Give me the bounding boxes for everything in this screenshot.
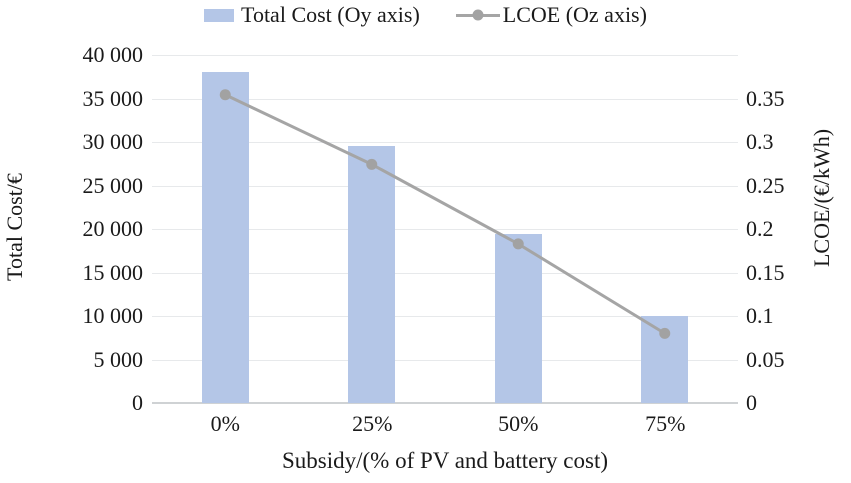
legend-item-lcoe: LCOE (Oz axis)	[455, 2, 647, 28]
bar-swatch-icon	[204, 8, 235, 22]
y-tick-right: 0	[746, 390, 757, 415]
y-tick-right: 0.25	[746, 173, 785, 198]
bar-0%	[202, 72, 249, 403]
lcoe-point-25%	[366, 158, 378, 170]
gridline	[152, 142, 738, 143]
lcoe-point-0%	[219, 89, 231, 101]
legend-label-lcoe: LCOE (Oz axis)	[502, 2, 647, 27]
gridline	[152, 186, 738, 187]
y-tick-left: 25 000	[82, 173, 144, 198]
gridline	[152, 360, 738, 361]
line-marker-dot-icon	[472, 9, 484, 21]
y-tick-right: 0.1	[746, 303, 774, 328]
x-tick-50%: 50%	[498, 411, 539, 436]
y-tick-right: 0.35	[746, 86, 785, 111]
line-marker-icon	[455, 9, 500, 21]
y-tick-left: 35 000	[82, 86, 144, 111]
x-tick-25%: 25%	[352, 411, 393, 436]
bar-25%	[348, 146, 395, 403]
gridline	[152, 273, 738, 274]
legend-item-total-cost: Total Cost (Oy axis)	[204, 2, 420, 28]
y-tick-right: 0.3	[746, 129, 774, 154]
x-axis-title: Subsidy/(% of PV and battery cost)	[281, 448, 608, 473]
y-tick-right: 0.2	[746, 216, 774, 241]
y-tick-left: 20 000	[82, 216, 144, 241]
legend: Total Cost (Oy axis) LCOE (Oz axis)	[0, 2, 851, 28]
gridline	[152, 55, 738, 56]
lcoe-point-75%	[659, 327, 671, 339]
gridline	[152, 316, 738, 317]
y-tick-left: 15 000	[82, 260, 144, 285]
gridline	[152, 229, 738, 230]
x-axis-line	[152, 402, 738, 404]
y-tick-left: 0	[132, 390, 143, 415]
y-tick-left: 5 000	[93, 347, 144, 372]
plot-area	[152, 55, 738, 404]
y-tick-right	[746, 41, 846, 69]
lcoe-line-series	[219, 89, 671, 339]
y-tick-right: 0.15	[746, 260, 785, 285]
legend-label-total-cost: Total Cost (Oy axis)	[241, 2, 420, 27]
x-tick-75%: 75%	[645, 411, 686, 436]
bar-50%	[495, 234, 542, 403]
x-tick-0%: 0%	[210, 411, 240, 436]
y-tick-right: 0.05	[746, 347, 785, 372]
y-tick-left: 40 000	[82, 42, 144, 67]
gridline	[152, 99, 738, 100]
lcoe-line	[224, 93, 666, 335]
lcoe-point-50%	[512, 238, 524, 250]
y-tick-left: 10 000	[82, 303, 144, 328]
y-tick-left: 30 000	[82, 129, 144, 154]
